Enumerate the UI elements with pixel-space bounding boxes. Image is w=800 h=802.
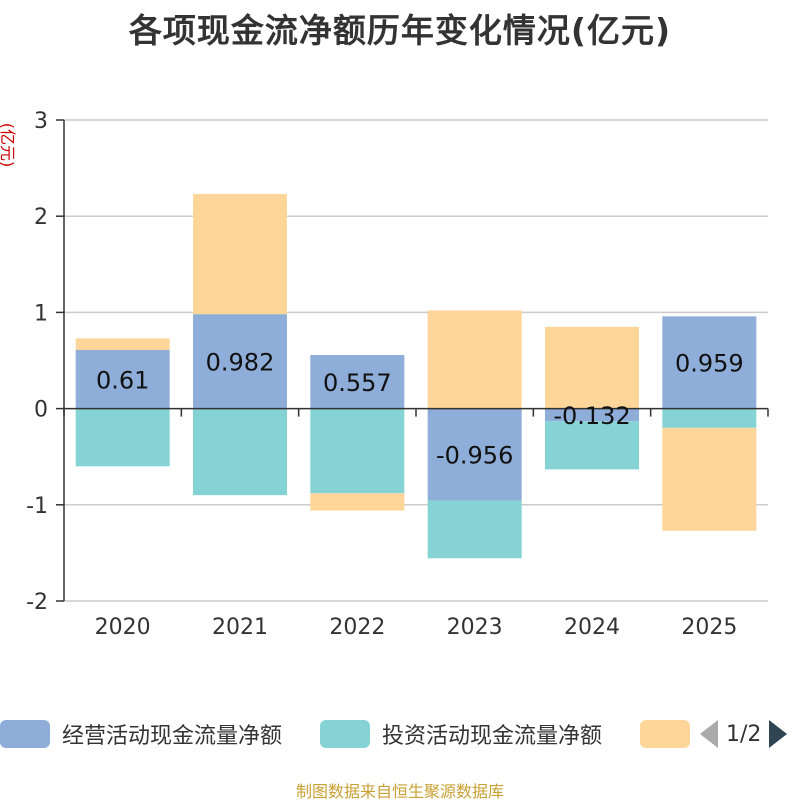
x-tick-label: 2024 bbox=[564, 615, 620, 640]
data-label-2020: 0.61 bbox=[96, 366, 149, 394]
data-labels: 0.61 0.982 0.557 -0.956 -0.132 0.959 bbox=[96, 348, 744, 469]
pager-prev-icon[interactable] bbox=[700, 720, 718, 748]
y-tick-label: 1 bbox=[34, 301, 48, 326]
legend: 经营活动现金流量净额 投资活动现金流量净额 1/2 bbox=[0, 714, 800, 754]
y-axis-label: (亿元) bbox=[0, 123, 17, 168]
legend-item-operating[interactable]: 经营活动现金流量净额 bbox=[0, 714, 282, 754]
x-tick-label: 2023 bbox=[447, 615, 503, 640]
bar-series1-2023[interactable] bbox=[427, 500, 522, 559]
bar-series bbox=[75, 193, 757, 559]
bar-series1-2025[interactable] bbox=[662, 408, 757, 428]
bar-series2-2020[interactable] bbox=[75, 338, 170, 350]
bar-series1-2020[interactable] bbox=[75, 408, 170, 467]
y-tick-label: 3 bbox=[34, 109, 48, 134]
bar-series0-2025[interactable] bbox=[662, 316, 757, 409]
legend-label-investing: 投资活动现金流量净额 bbox=[382, 724, 603, 749]
bar-series0-2020[interactable] bbox=[75, 349, 170, 409]
bar-series1-2021[interactable] bbox=[193, 408, 287, 496]
data-label-2025: 0.959 bbox=[675, 349, 744, 377]
axes: 3 2 1 0 -1 -2 (亿元) 2020 2021 2022 2023 2024 2025 bbox=[0, 109, 769, 640]
y-tick-label: -1 bbox=[26, 494, 48, 519]
legend-swatch-financing bbox=[640, 720, 690, 748]
legend-item-financing[interactable] bbox=[640, 714, 690, 754]
legend-swatch-investing bbox=[320, 720, 370, 748]
bar-series2-2025[interactable] bbox=[662, 427, 757, 531]
bar-series0-2024[interactable] bbox=[545, 408, 639, 422]
chart-title: 各项现金流净额历年变化情况(亿元) bbox=[128, 11, 672, 50]
source-note: 制图数据来自恒生聚源数据库 bbox=[295, 782, 504, 801]
legend-item-investing[interactable]: 投资活动现金流量净额 bbox=[320, 714, 602, 754]
bar-series0-2023[interactable] bbox=[427, 408, 522, 501]
bar-series2-2024[interactable] bbox=[545, 326, 639, 409]
data-label-2023: -0.956 bbox=[436, 442, 513, 470]
bar-series1-2022[interactable] bbox=[310, 408, 405, 494]
bar-series0-2021[interactable] bbox=[193, 314, 287, 409]
data-label-2024: -0.132 bbox=[553, 402, 630, 430]
x-tick-label: 2020 bbox=[95, 615, 151, 640]
y-tick-label: -2 bbox=[26, 590, 48, 615]
chart-plot: 3 2 1 0 -1 -2 (亿元) 2020 2021 2022 2023 2024 2025 0.6… bbox=[0, 109, 769, 640]
x-tick-label: 2021 bbox=[212, 615, 268, 640]
bar-series2-2021[interactable] bbox=[193, 193, 287, 315]
data-label-2022: 0.557 bbox=[323, 369, 392, 397]
y-tick-label: 0 bbox=[34, 398, 48, 423]
pager-next-icon[interactable] bbox=[769, 720, 788, 748]
pager-page-indicator: 1/2 bbox=[726, 721, 762, 747]
legend-label-operating: 经营活动现金流量净额 bbox=[62, 724, 283, 749]
bar-series2-2023[interactable] bbox=[427, 310, 522, 409]
bar-series2-2022[interactable] bbox=[310, 493, 405, 511]
grid-lines bbox=[64, 119, 768, 602]
legend-swatch-operating bbox=[0, 720, 50, 748]
bar-series1-2024[interactable] bbox=[545, 421, 639, 470]
x-tick-label: 2022 bbox=[329, 615, 385, 640]
data-label-2021: 0.982 bbox=[206, 348, 275, 376]
x-tick-label: 2025 bbox=[681, 615, 737, 640]
y-tick-label: 2 bbox=[34, 205, 48, 230]
bar-series0-2022[interactable] bbox=[310, 355, 405, 409]
legend-pager: 1/2 bbox=[700, 714, 788, 754]
